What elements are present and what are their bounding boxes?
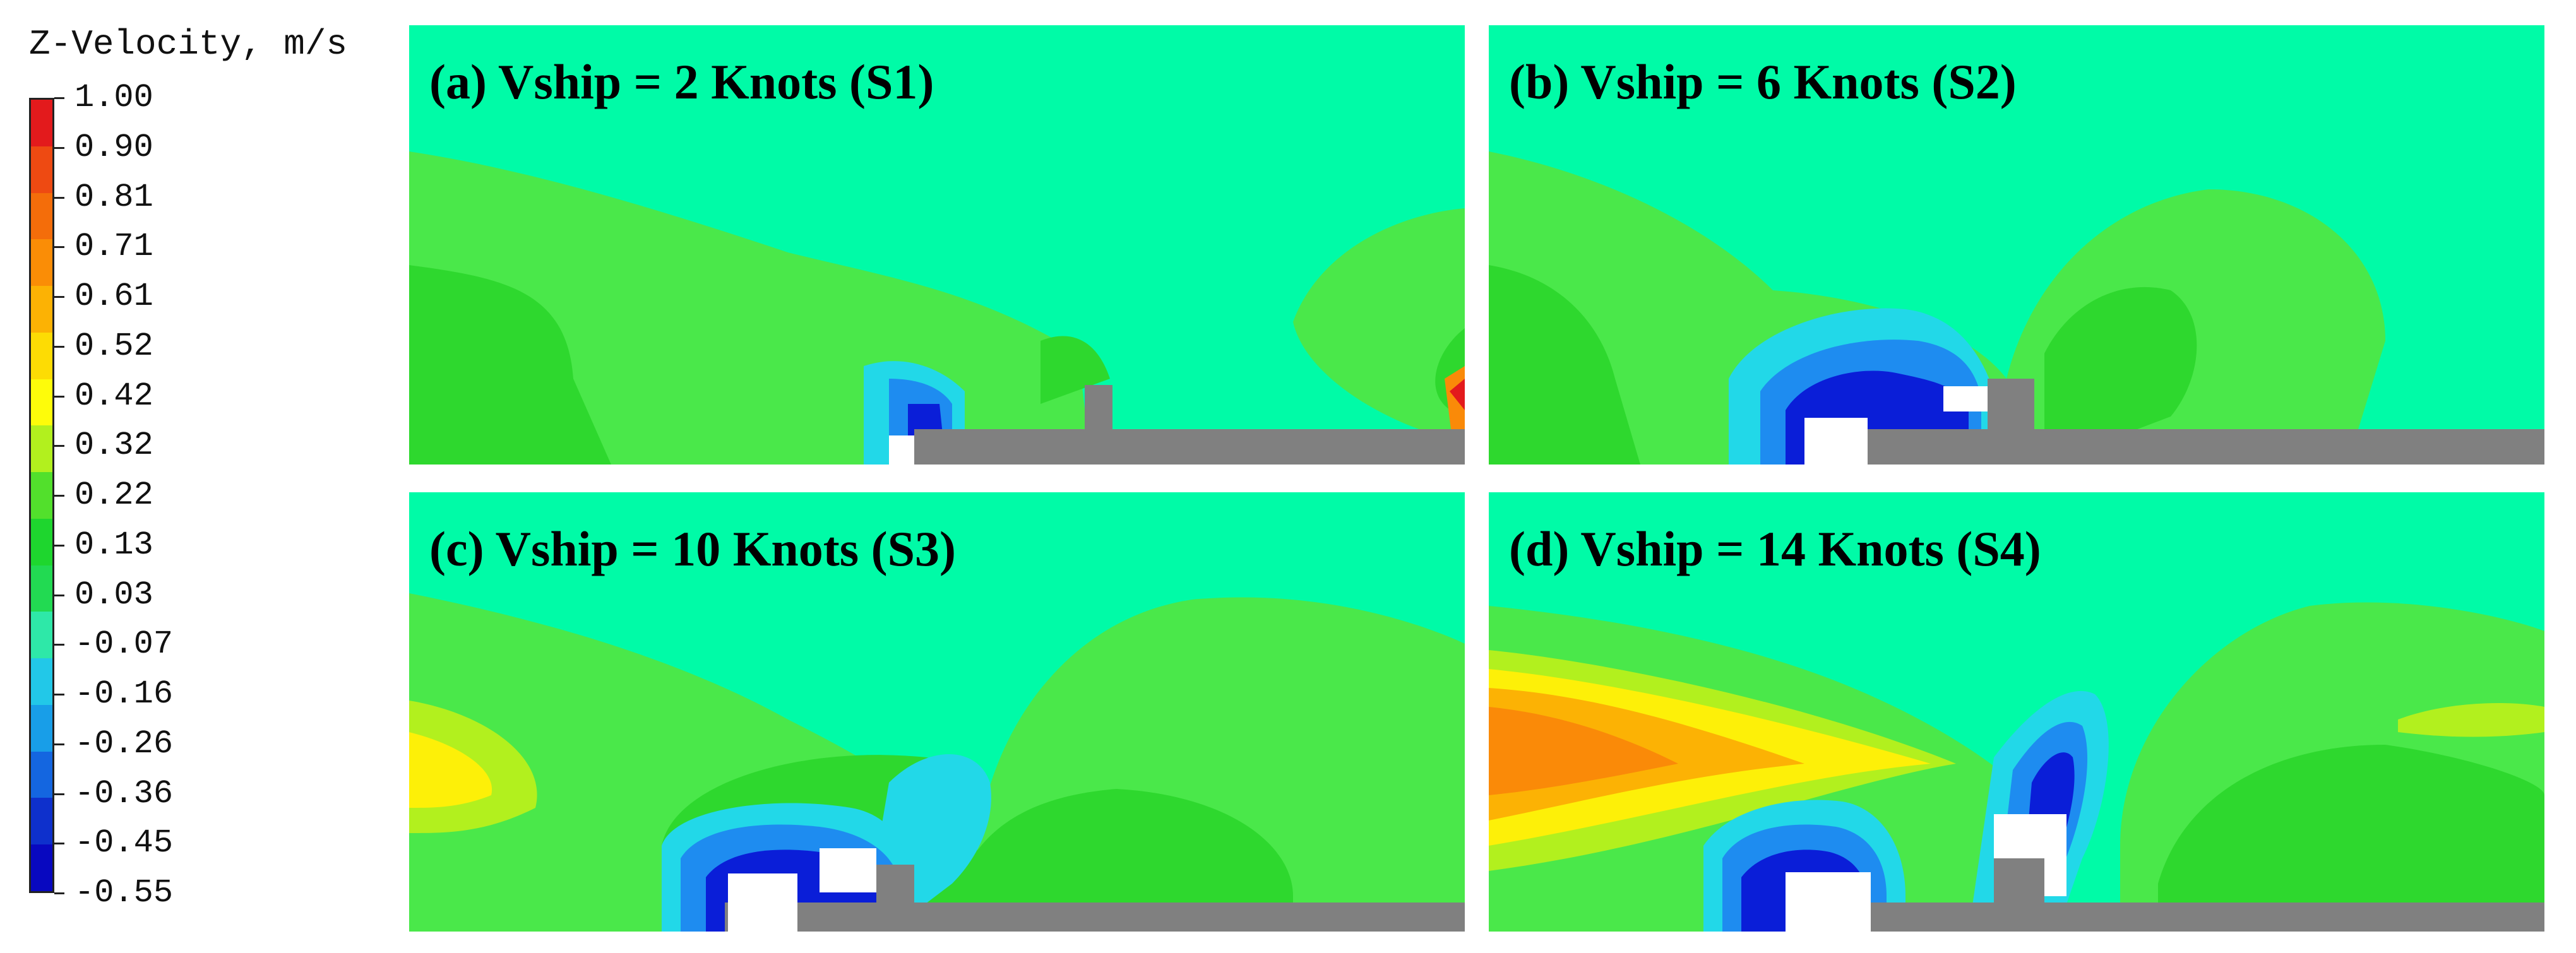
- colorbar-tick-mark: [54, 495, 64, 497]
- colorbar-step: [31, 239, 52, 287]
- colorbar-tick-label: 0.13: [75, 526, 153, 564]
- ship-hull: [1830, 429, 2544, 465]
- colorbar-tick-mark: [54, 445, 64, 447]
- colorbar-tick-mark: [54, 694, 64, 696]
- legend-title: Z-Velocity, m/s: [29, 24, 348, 64]
- colorbar-tick-mark: [54, 246, 64, 249]
- colorbar-tick-mark: [54, 793, 64, 795]
- panel-label: (a) Vship = 2 Knots (S1): [429, 54, 934, 109]
- ship-hull: [914, 429, 1465, 465]
- colorbar-tick-label: -0.45: [75, 824, 174, 862]
- ship-superstructure: [1085, 385, 1112, 435]
- colorbar-step: [31, 332, 52, 379]
- velocity-field-d: [1489, 492, 2544, 932]
- colorbar-step: [31, 286, 52, 333]
- panel-a: (a) Vship = 2 Knots (S1): [409, 25, 1465, 465]
- colorbar-step: [31, 565, 52, 612]
- colorbar-tick-label: 0.22: [75, 476, 153, 514]
- contour-green-right-inner: [2044, 287, 2197, 465]
- contour-orange: [1489, 707, 1678, 795]
- panel-c: (c) Vship = 10 Knots (S3): [409, 492, 1465, 932]
- colorbar-step: [31, 658, 52, 705]
- colorbar-step: [31, 425, 52, 473]
- colorbar-tick-mark: [54, 644, 64, 646]
- velocity-field-a: [409, 25, 1465, 465]
- colorbar-tick-mark: [54, 146, 64, 149]
- panel-d: (d) Vship = 14 Knots (S4): [1489, 492, 2544, 932]
- contour-yellow: [409, 732, 492, 808]
- flow-void: [820, 848, 876, 892]
- contour-green-mid: [1489, 265, 1640, 465]
- panel-label: (b) Vship = 6 Knots (S2): [1509, 54, 2017, 109]
- colorbar-tick-mark: [54, 395, 64, 398]
- flow-void: [889, 435, 914, 465]
- colorbar-tick-mark: [54, 97, 64, 99]
- colorbar-step: [31, 612, 52, 659]
- colorbar-tick-mark: [54, 843, 64, 845]
- colorbar-tick-label: 0.03: [75, 576, 153, 613]
- colorbar-step: [31, 798, 52, 845]
- colorbar-tick-label: 0.90: [75, 128, 153, 166]
- ship-hull: [1817, 903, 2544, 932]
- panel-b: (b) Vship = 6 Knots (S2): [1489, 25, 2544, 465]
- contour-red-right: [1450, 379, 1465, 410]
- colorbar-tick-mark: [54, 594, 64, 596]
- velocity-field-b: [1489, 25, 2544, 465]
- flow-void: [1804, 418, 1868, 465]
- contour-green-right: [1293, 208, 1465, 442]
- panel-label: (c) Vship = 10 Knots (S3): [429, 521, 956, 576]
- ship-superstructure: [876, 865, 914, 909]
- colorbar-step: [31, 379, 52, 426]
- colorbar-step: [31, 146, 52, 193]
- colorbar-step: [31, 704, 52, 752]
- colorbar-tick-label: -0.16: [75, 675, 174, 713]
- colorbar-tick-label: 0.81: [75, 178, 153, 216]
- colorbar-tick-mark: [54, 296, 64, 298]
- colorbar-tick-mark: [54, 345, 64, 348]
- contour-green-mid-right: [2158, 745, 2544, 932]
- colorbar-tick-label: 0.52: [75, 327, 153, 365]
- flow-void: [728, 873, 797, 932]
- colorbar-tick-label: -0.36: [75, 774, 174, 812]
- contour-yellow-green-right: [2398, 703, 2544, 737]
- flow-void: [1786, 872, 1871, 932]
- contour-green-mid-right: [965, 789, 1293, 932]
- colorbar-tick-label: 0.42: [75, 377, 153, 415]
- colorbar-tick-label: 0.32: [75, 427, 153, 465]
- colorbar-tick-label: -0.07: [75, 625, 174, 663]
- flow-void: [1943, 386, 1988, 411]
- colorbar-tick-label: 0.71: [75, 228, 153, 266]
- ship-hull: [725, 903, 1465, 932]
- panel-label: (d) Vship = 14 Knots (S4): [1509, 521, 2041, 576]
- colorbar-tick-label: 0.61: [75, 278, 153, 315]
- colorbar-tick-mark: [54, 544, 64, 547]
- colorbar-tick-mark: [54, 196, 64, 199]
- velocity-field-c: [409, 492, 1465, 932]
- colorbar-step: [31, 100, 52, 146]
- colorbar-tick-mark: [54, 743, 64, 745]
- colorbar-step: [31, 751, 52, 798]
- colorbar-legend: Z-Velocity, m/s 1.00 0.90 0.81 0.71 0.61 0.52…: [0, 0, 404, 953]
- contour-green-mid: [409, 265, 611, 465]
- colorbar-step: [31, 192, 52, 240]
- colorbar-tick-label: 1.00: [75, 79, 153, 116]
- colorbar-tick-mark: [54, 892, 64, 894]
- colorbar-tick-label: -0.26: [75, 725, 174, 762]
- colorbar-step: [31, 518, 52, 565]
- colorbar-step: [31, 472, 52, 519]
- colorbar-tick-label: -0.55: [75, 874, 174, 911]
- colorbar-step: [31, 844, 52, 892]
- colorbar: [29, 98, 54, 893]
- contour-bow: [1041, 336, 1110, 404]
- ship-superstructure: [1994, 858, 2044, 909]
- ship-superstructure: [1988, 379, 2034, 435]
